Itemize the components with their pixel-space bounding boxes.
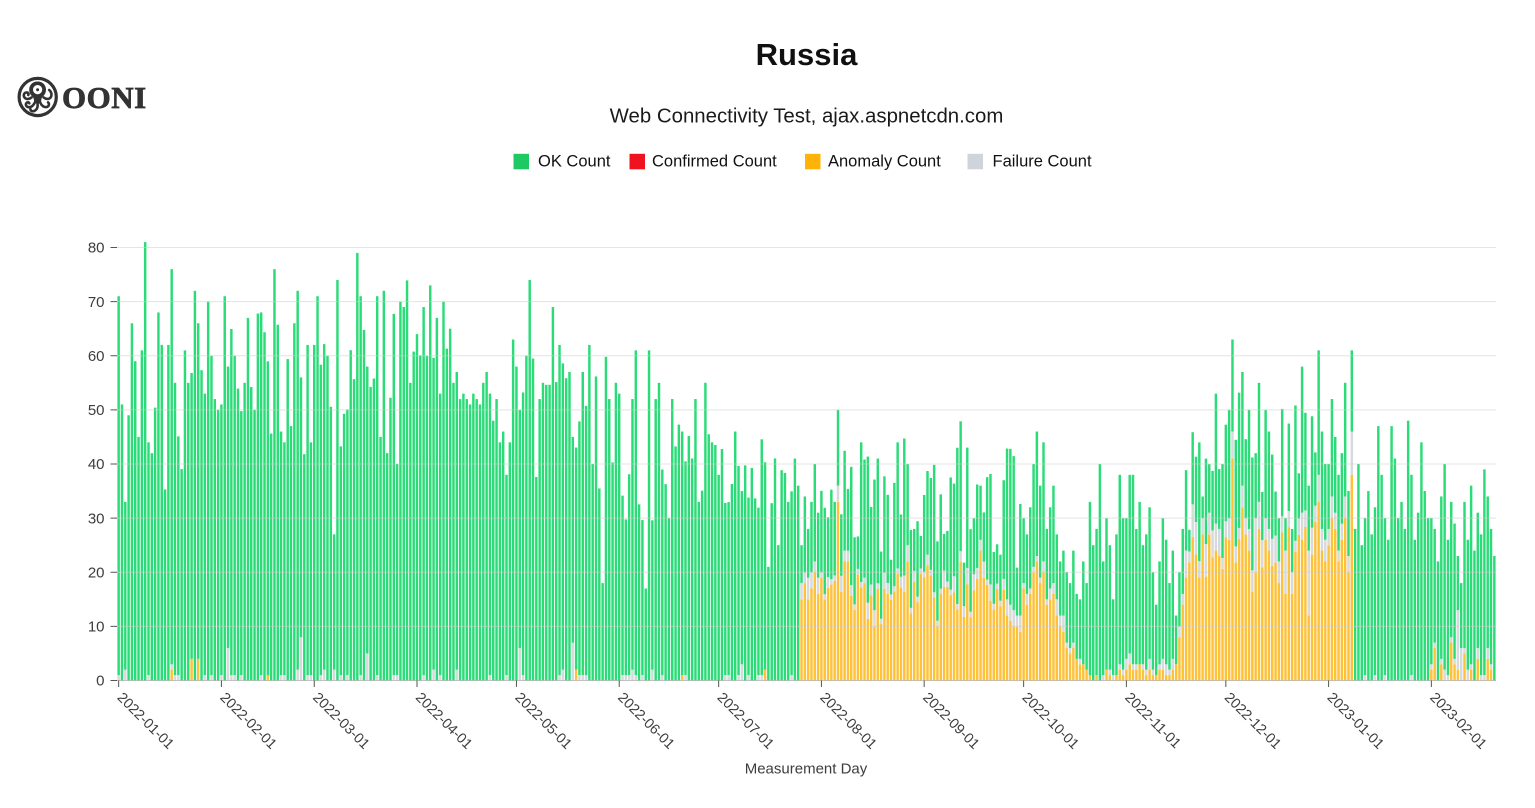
svg-text:2022-12-01: 2022-12-01 [1221,690,1284,753]
svg-text:Web Connectivity Test, ajax.as: Web Connectivity Test, ajax.aspnetcdn.co… [610,106,1004,128]
svg-text:OONI: OONI [62,80,147,115]
svg-text:2022-04-01: 2022-04-01 [412,690,475,753]
svg-text:Confirmed Count: Confirmed Count [652,153,777,171]
svg-text:2022-09-01: 2022-09-01 [919,690,982,753]
svg-text:2022-03-01: 2022-03-01 [309,690,372,753]
svg-text:2022-10-01: 2022-10-01 [1019,690,1082,753]
svg-text:2023-02-01: 2023-02-01 [1426,690,1489,753]
svg-text:10: 10 [88,619,105,636]
svg-text:2022-07-01: 2022-07-01 [714,690,777,753]
svg-text:2022-08-01: 2022-08-01 [816,690,879,753]
svg-text:60: 60 [88,348,105,365]
svg-text:2022-02-01: 2022-02-01 [216,690,279,753]
svg-text:2022-05-01: 2022-05-01 [512,690,575,753]
svg-text:Anomaly Count: Anomaly Count [828,153,941,171]
svg-text:70: 70 [88,294,105,311]
svg-text:30: 30 [88,510,105,527]
svg-text:80: 80 [88,240,105,257]
svg-text:2023-01-01: 2023-01-01 [1324,690,1387,753]
svg-text:2022-01-01: 2022-01-01 [114,690,177,753]
svg-text:Failure Count: Failure Count [993,153,1092,171]
svg-text:20: 20 [88,564,105,581]
svg-text:0: 0 [96,673,104,690]
svg-text:50: 50 [88,402,105,419]
svg-text:OK Count: OK Count [538,153,611,171]
svg-text:Russia: Russia [756,37,858,72]
svg-text:40: 40 [88,456,105,473]
svg-text:2022-06-01: 2022-06-01 [614,690,677,753]
svg-text:Measurement Day: Measurement Day [745,761,868,778]
svg-text:2022-11-01: 2022-11-01 [1121,690,1183,752]
